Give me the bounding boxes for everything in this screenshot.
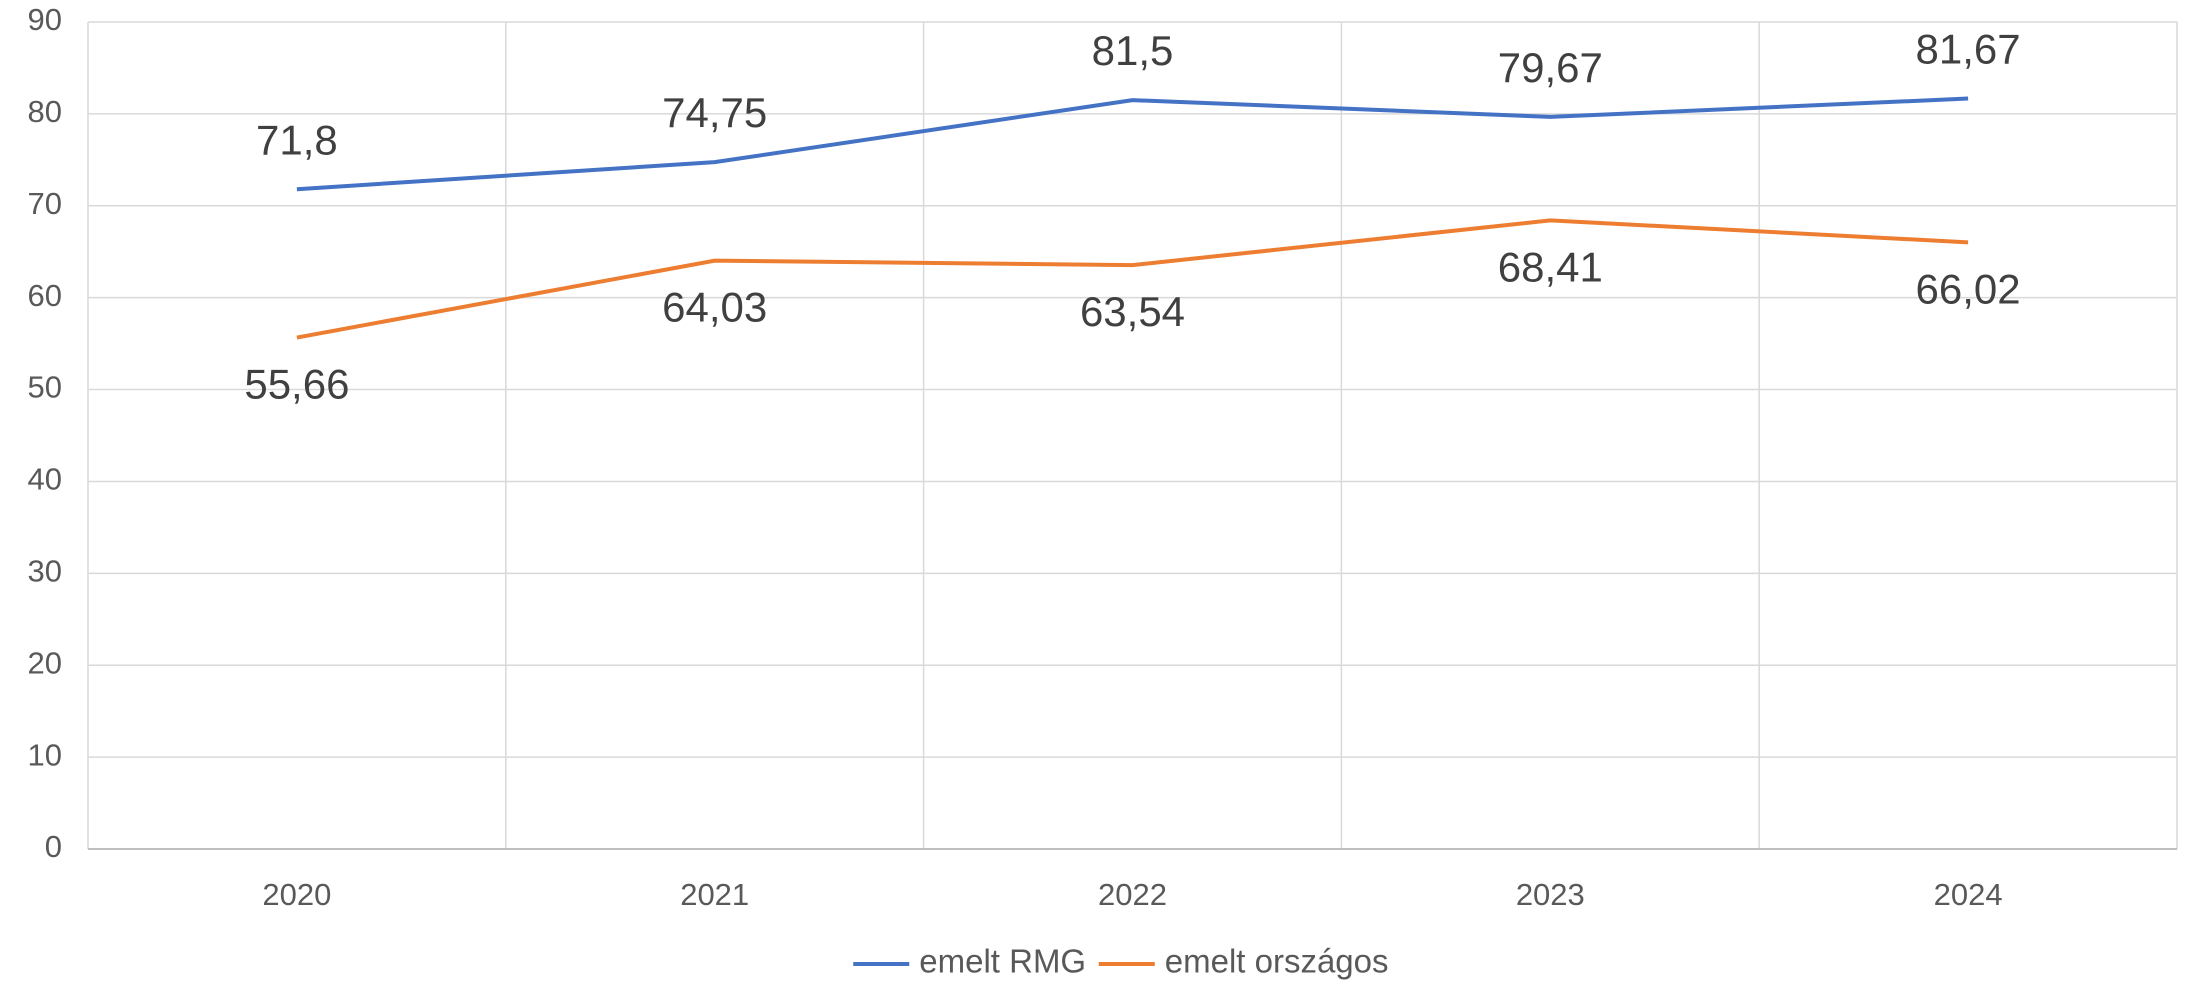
x-tick-label: 2023 [1516,877,1585,912]
x-tick-label: 2021 [680,877,749,912]
data-label: 81,67 [1916,26,2021,73]
x-tick-label: 2020 [262,877,331,912]
data-label: 55,66 [244,361,349,408]
y-tick-label: 0 [45,829,62,864]
data-label: 63,54 [1080,288,1185,335]
y-tick-label: 70 [28,186,62,221]
y-tick-label: 40 [28,462,62,497]
data-label: 64,03 [662,284,767,331]
x-tick-label: 2022 [1098,877,1167,912]
y-tick-label: 10 [28,737,62,772]
x-tick-label: 2024 [1934,877,2003,912]
line-series [296,96,1969,192]
data-label: 66,02 [1916,265,2021,312]
data-label: 68,41 [1498,243,1603,290]
legend-label: emelt országos [1165,943,1389,980]
data-label: 79,67 [1498,44,1603,91]
data-label: 74,75 [662,89,767,136]
line-series [296,218,1969,340]
y-tick-label: 80 [28,94,62,129]
y-tick-label: 50 [28,370,62,405]
data-label: 81,5 [1092,27,1174,74]
y-tick-label: 90 [28,2,62,37]
legend-label: emelt RMG [919,943,1086,980]
y-tick-label: 20 [28,645,62,680]
y-tick-label: 60 [28,278,62,313]
data-label: 71,8 [256,116,338,163]
y-tick-label: 30 [28,554,62,589]
